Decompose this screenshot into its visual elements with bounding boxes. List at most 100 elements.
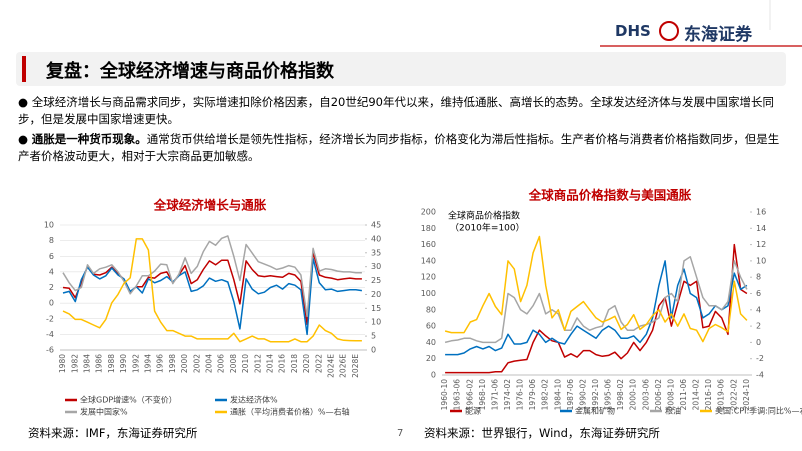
y-tick-label: 180	[421, 224, 436, 233]
page-number: 7	[397, 428, 404, 439]
y-tick-label: 4	[49, 267, 54, 276]
slide-title: 复盘：全球经济增速与商品价格指数	[46, 61, 334, 82]
x-tick-label: 1982-02	[541, 379, 550, 411]
x-tick-label: 1960-10	[440, 379, 449, 411]
company-name: 东海证券	[684, 25, 752, 45]
y2-tick-label: 10	[756, 256, 766, 265]
y2-tick-label: 0	[371, 346, 376, 355]
y-tick-label: 120	[421, 273, 436, 282]
x-tick-label: 1998	[168, 354, 177, 373]
x-tick-label: 1984	[82, 354, 91, 373]
chart-title: 全球商品价格指数与美国通胀	[528, 188, 692, 203]
x-tick-label: 2006	[217, 354, 226, 373]
x-tick-label: 2014-02	[692, 379, 701, 411]
x-tick-label: 2026E	[339, 354, 348, 378]
x-tick-label: 2022-02	[729, 379, 738, 411]
x-tick-label: 1963-06	[453, 379, 462, 411]
legend-label: 通胀（平均消费者价格）%—右轴	[230, 407, 350, 417]
y2-tick-label: 15	[371, 304, 381, 313]
title-accent	[22, 56, 26, 82]
y-tick-label: -2	[46, 314, 54, 323]
y2-tick-label: 12	[756, 240, 766, 249]
x-tick-label: 2020	[302, 354, 311, 373]
bullet-bold: 通胀是一种货币现象。	[31, 132, 147, 146]
x-tick-label: 1980	[58, 354, 67, 373]
x-tick-label: 1982	[70, 354, 79, 373]
x-tick-label: 1990-02	[578, 379, 587, 411]
x-tick-label: 2000	[180, 354, 189, 373]
y2-tick-label: 4	[756, 305, 761, 314]
x-tick-label: 1998-02	[616, 379, 625, 411]
x-tick-label: 1994	[143, 354, 152, 373]
x-tick-label: 1974-02	[503, 379, 512, 411]
series-line	[444, 256, 748, 344]
annotation: 全球商品价格指数	[448, 210, 520, 222]
y2-tick-label: 2	[756, 322, 761, 331]
y2-tick-label: 20	[371, 290, 381, 299]
y2-tick-label: 30	[371, 262, 381, 271]
series-line	[62, 257, 362, 336]
x-tick-label: 2022	[314, 354, 323, 373]
x-tick-label: 1971-06	[490, 379, 499, 411]
x-tick-label: 2024E	[326, 354, 335, 378]
x-tick-label: 2028E	[351, 354, 360, 378]
y2-tick-label: 40	[371, 234, 381, 243]
x-tick-label: 2014	[265, 354, 274, 373]
x-tick-label: 1987-06	[566, 379, 575, 411]
x-tick-label: 2018	[290, 354, 299, 373]
x-tick-label: 1966-02	[465, 379, 474, 411]
x-tick-label: 2016-10	[704, 379, 713, 411]
y2-tick-label: 16	[756, 208, 766, 217]
y2-tick-label: -2	[756, 354, 764, 363]
x-tick-label: 2008-10	[666, 379, 675, 411]
x-tick-label: 1976-10	[516, 379, 525, 411]
x-tick-label: 1996	[156, 354, 165, 373]
legend-label: 粮油	[665, 406, 681, 416]
y-tick-label: -4	[46, 330, 54, 339]
y2-tick-label: 35	[371, 248, 381, 257]
x-tick-label: 2012	[253, 354, 262, 373]
y-tick-label: 2	[49, 283, 54, 292]
y-tick-label: 8	[49, 236, 54, 245]
y-tick-label: 80	[426, 305, 436, 314]
bullet: ● 通胀是一种货币现象。通常货币供给增长是领先性指标，经济增长为同步指标，价格变…	[18, 132, 780, 163]
x-tick-label: 1984-10	[553, 379, 562, 411]
legend-label: 能源	[465, 406, 481, 416]
bullet: ● 全球经济增长与商品需求同步，实际增速扣除价格因素，自20世纪90年代以来，维…	[18, 95, 774, 126]
chart-title: 全球经济增长与通胀	[153, 198, 267, 213]
y-tick-label: 6	[49, 252, 54, 261]
y-tick-label: 100	[421, 289, 436, 298]
x-tick-label: 2008	[229, 354, 238, 373]
x-tick-label: 2011-06	[679, 379, 688, 411]
y2-tick-label: 14	[756, 224, 766, 233]
x-tick-label: 1992-10	[591, 379, 600, 411]
y2-tick-label: 0	[756, 338, 761, 347]
series-line	[445, 260, 748, 356]
y-tick-label: 20	[426, 354, 436, 363]
bullet-text: 全球经济增长与商品需求同步，实际增速扣除价格因素，自20世纪90年代以来，维持低…	[18, 95, 774, 126]
legend-label: 金属和矿物	[575, 406, 615, 416]
x-tick-label: 1995-06	[604, 379, 613, 411]
y-tick-label: -6	[46, 346, 54, 355]
legend-label: 美国:CPI:季调:同比%—右轴	[715, 406, 802, 416]
y-tick-label: 140	[421, 256, 436, 265]
y2-tick-label: 8	[756, 273, 761, 282]
x-tick-label: 2002	[192, 354, 201, 373]
y2-tick-label: -4	[756, 371, 764, 380]
x-tick-label: 2003-06	[641, 379, 650, 411]
series-line	[62, 238, 362, 343]
y-tick-label: 0	[431, 371, 436, 380]
legend-label: 全球GDP增速%（不变价）	[80, 395, 177, 405]
x-tick-label: 1988	[107, 354, 116, 373]
y-tick-label: 10	[44, 221, 54, 230]
x-tick-label: 2024-10	[742, 379, 751, 411]
x-tick-label: 1979-06	[528, 379, 537, 411]
y-tick-label: 40	[426, 338, 436, 347]
x-tick-label: 1986	[95, 354, 104, 373]
series-line	[445, 243, 748, 374]
y-tick-label: 0	[49, 299, 54, 308]
x-tick-label: 2010	[241, 354, 250, 373]
x-tick-label: 1990	[119, 354, 128, 373]
